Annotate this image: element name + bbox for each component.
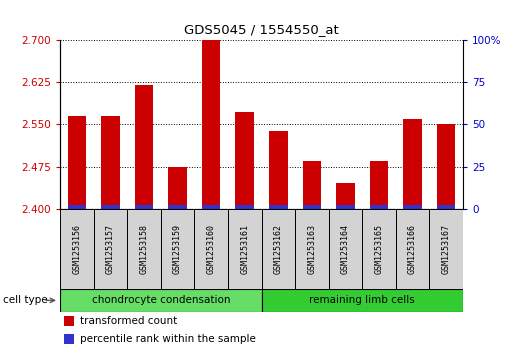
Bar <box>67 205 86 209</box>
Bar <box>101 205 120 209</box>
Bar <box>168 167 187 209</box>
Bar <box>127 209 161 289</box>
Bar <box>135 85 153 209</box>
Text: GSM1253156: GSM1253156 <box>72 224 82 274</box>
Bar <box>437 205 456 209</box>
Bar <box>64 334 74 344</box>
Bar <box>396 209 429 289</box>
Bar <box>60 209 94 289</box>
Bar <box>269 131 288 209</box>
Text: GSM1253166: GSM1253166 <box>408 224 417 274</box>
Bar <box>202 205 220 209</box>
Bar <box>269 205 288 209</box>
Bar <box>64 316 74 326</box>
Title: GDS5045 / 1554550_at: GDS5045 / 1554550_at <box>184 23 339 36</box>
Text: percentile rank within the sample: percentile rank within the sample <box>81 334 256 344</box>
Bar <box>336 183 355 209</box>
Bar <box>202 40 220 209</box>
Text: GSM1253163: GSM1253163 <box>308 224 316 274</box>
Bar <box>60 289 262 312</box>
Bar <box>228 209 262 289</box>
Bar <box>362 209 396 289</box>
Bar <box>303 205 321 209</box>
Bar <box>429 209 463 289</box>
Bar <box>403 205 422 209</box>
Text: GSM1253159: GSM1253159 <box>173 224 182 274</box>
Bar <box>295 209 328 289</box>
Bar <box>336 205 355 209</box>
Text: transformed count: transformed count <box>81 316 177 326</box>
Text: GSM1253165: GSM1253165 <box>374 224 383 274</box>
Bar <box>262 289 463 312</box>
Bar <box>101 116 120 209</box>
Bar <box>135 205 153 209</box>
Bar <box>161 209 195 289</box>
Text: GSM1253167: GSM1253167 <box>441 224 451 274</box>
Bar <box>235 112 254 209</box>
Bar <box>328 209 362 289</box>
Bar <box>303 162 321 209</box>
Text: GSM1253157: GSM1253157 <box>106 224 115 274</box>
Bar <box>235 205 254 209</box>
Text: chondrocyte condensation: chondrocyte condensation <box>92 295 230 305</box>
Text: GSM1253162: GSM1253162 <box>274 224 283 274</box>
Text: GSM1253164: GSM1253164 <box>341 224 350 274</box>
Bar <box>370 162 388 209</box>
Bar <box>94 209 127 289</box>
Bar <box>403 119 422 209</box>
Text: cell type: cell type <box>3 295 47 305</box>
Bar <box>370 205 388 209</box>
Text: GSM1253160: GSM1253160 <box>207 224 215 274</box>
Bar <box>262 209 295 289</box>
Bar <box>195 209 228 289</box>
Bar <box>67 116 86 209</box>
Text: remaining limb cells: remaining limb cells <box>309 295 415 305</box>
Bar <box>437 125 456 209</box>
Text: GSM1253161: GSM1253161 <box>240 224 249 274</box>
Bar <box>168 205 187 209</box>
Text: GSM1253158: GSM1253158 <box>140 224 149 274</box>
